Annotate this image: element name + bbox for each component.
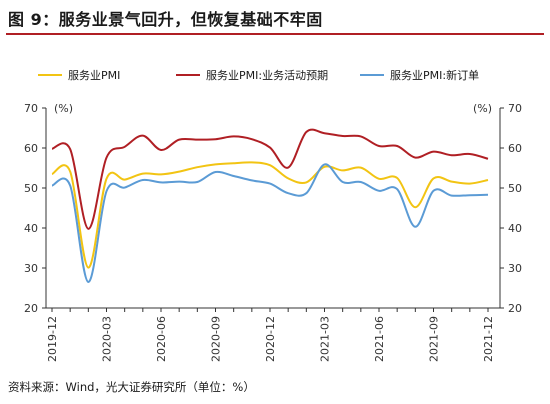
y-tick-label-left: 60 xyxy=(24,142,38,155)
x-tick-label: 2021-06 xyxy=(373,316,386,362)
legend-label: 服务业PMI xyxy=(68,69,120,82)
series-line-1 xyxy=(51,161,489,269)
y-tick-label-left: 20 xyxy=(24,302,38,315)
y-tick-label-left: 50 xyxy=(24,182,38,195)
figure-title: 图 9：服务业景气回升，但恢复基础不牢固 xyxy=(8,10,323,29)
y-unit-right: (%) xyxy=(473,102,492,115)
y-tick-label-right: 20 xyxy=(508,302,522,315)
x-tick-label: 2021-03 xyxy=(319,316,332,362)
x-tick-label: 2021-12 xyxy=(482,316,495,362)
y-tick-label-right: 30 xyxy=(508,262,522,275)
legend-label: 服务业PMI:新订单 xyxy=(390,68,479,82)
legend-label: 服务业PMI:业务活动预期 xyxy=(206,69,328,82)
source-note: 资料来源：Wind，光大证券研究所（单位：%） xyxy=(8,380,255,394)
y-tick-label-left: 40 xyxy=(24,222,38,235)
x-tick-label: 2020-09 xyxy=(210,316,223,362)
y-tick-label-right: 50 xyxy=(508,182,522,195)
series-line-2 xyxy=(51,128,489,230)
legend: 服务业PMI 服务业PMI:业务活动预期 服务业PMI:新订单 xyxy=(38,68,479,82)
title-underline xyxy=(6,33,544,35)
y-tick-label-right: 70 xyxy=(508,102,522,115)
y-tick-label-left: 70 xyxy=(24,102,38,115)
x-tick-label: 2020-03 xyxy=(101,316,114,362)
y-tick-label-right: 60 xyxy=(508,142,522,155)
series-line-3 xyxy=(51,163,489,284)
axes: 20 20 30 30 40 40 50 50 60 60 70 70 (%) (%) 2019-12 202… xyxy=(24,102,522,362)
y-tick-label-right: 40 xyxy=(508,222,522,235)
x-tick-label: 2020-06 xyxy=(155,316,168,362)
x-tick-label: 2021-09 xyxy=(428,316,441,362)
series-lines xyxy=(51,128,489,284)
y-tick-label-left: 30 xyxy=(24,262,38,275)
x-tick-label: 2020-12 xyxy=(264,316,277,362)
y-unit-left: (%) xyxy=(54,102,73,115)
x-tick-label: 2019-12 xyxy=(46,316,59,362)
